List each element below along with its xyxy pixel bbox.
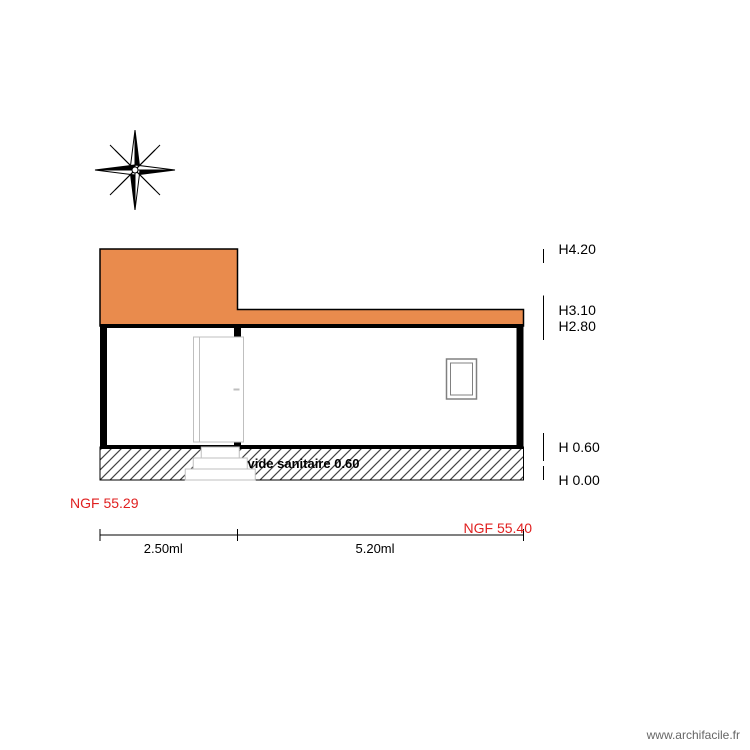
ngf-left: NGF 55.29 (70, 495, 138, 511)
span-left-label: 2.50ml (144, 541, 183, 556)
drawing-canvas (0, 0, 750, 750)
compass-rose-icon (85, 120, 185, 220)
elevation-diagram: H4.20 H3.10 H2.80 H 0.60 H 0.00 NGF 55.2… (0, 0, 750, 750)
ngf-right: NGF 55.40 (464, 520, 532, 536)
height-label: H 0.60 (559, 439, 600, 455)
height-label: H2.80 (559, 318, 596, 334)
height-label: H3.10 (559, 302, 596, 318)
span-right-label: 5.20ml (356, 541, 395, 556)
credit-link: www.archifacile.fr (647, 728, 740, 742)
crawlspace-label: vide sanitaire 0.60 (248, 456, 360, 471)
height-label: H4.20 (559, 241, 596, 257)
height-label: H 0.00 (559, 472, 600, 488)
